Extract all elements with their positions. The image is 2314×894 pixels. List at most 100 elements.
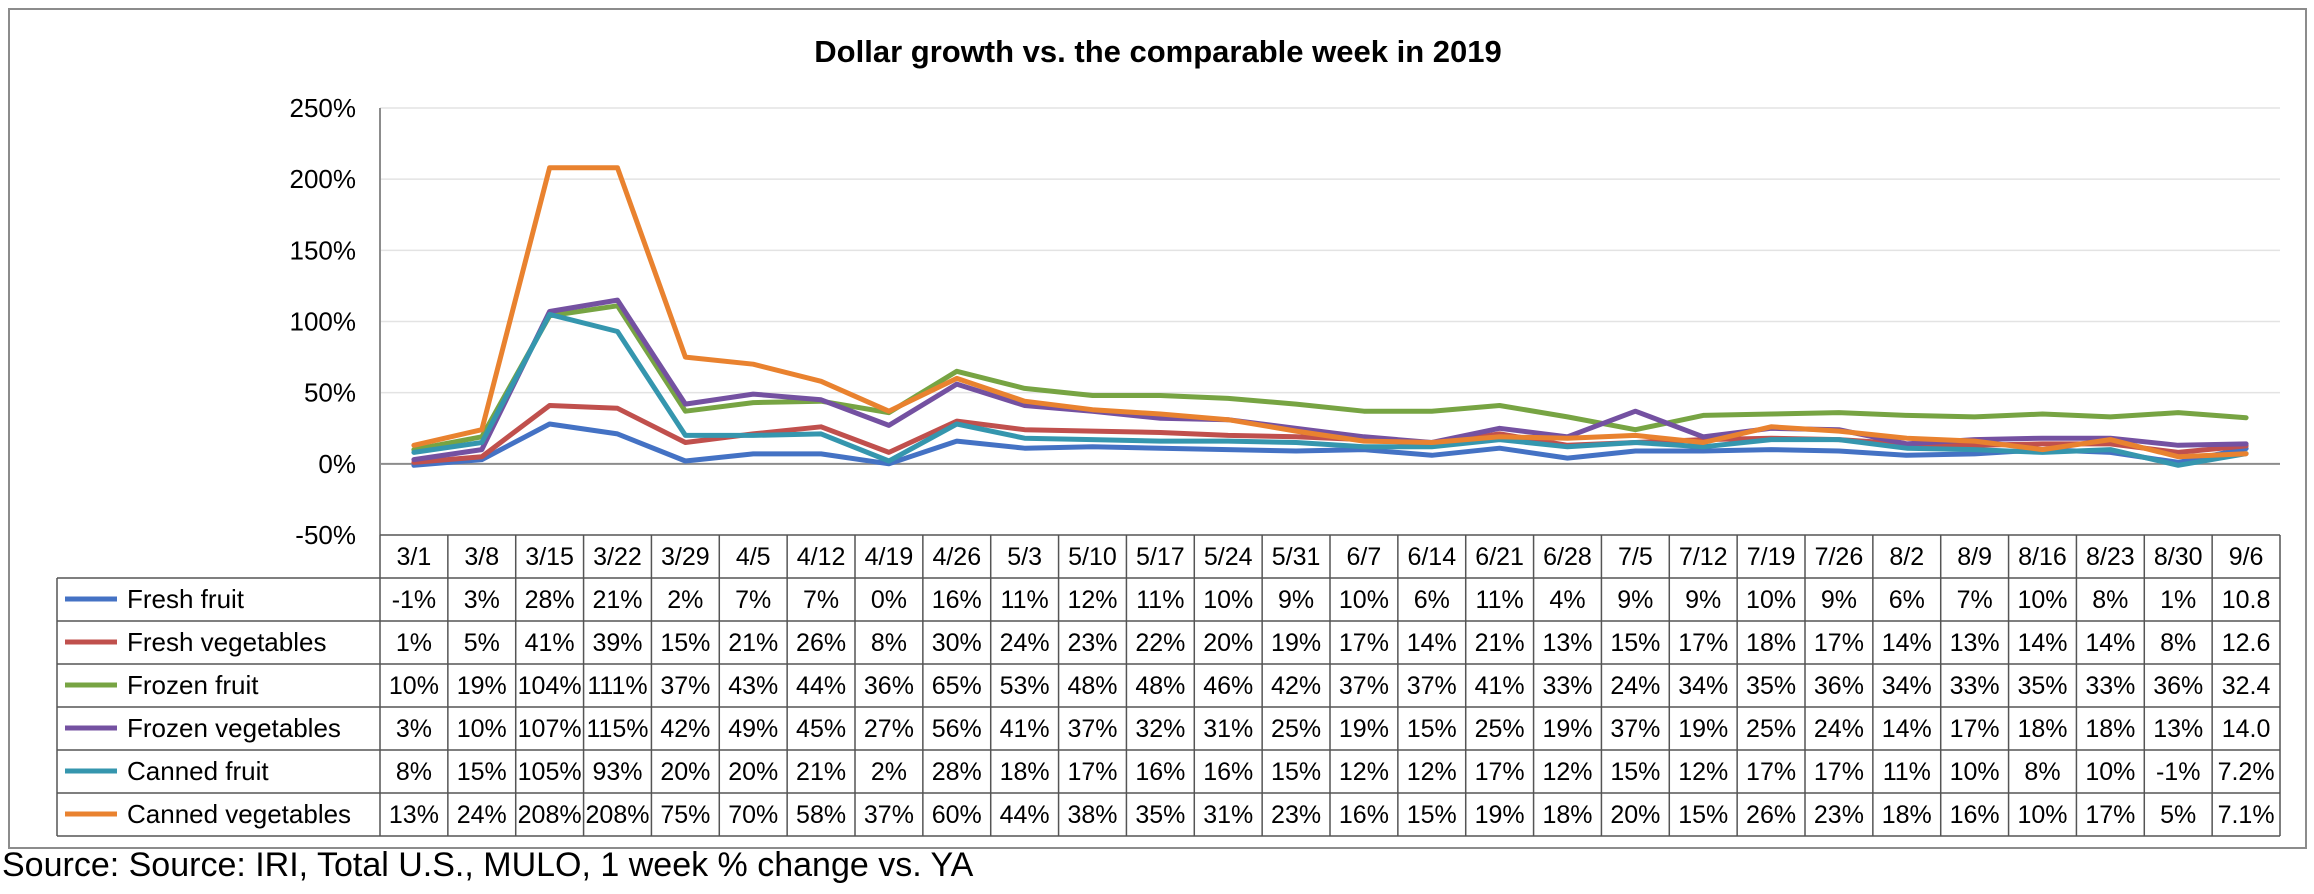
gridlines: [380, 107, 2280, 394]
x-category-label: 8/30: [2154, 543, 2203, 571]
data-label: 6%: [1414, 586, 1450, 614]
data-label: 20%: [660, 758, 710, 786]
data-label: 10%: [1203, 586, 1253, 614]
data-label: 18%: [1746, 629, 1796, 657]
data-label: 15%: [457, 758, 507, 786]
data-label: 37%: [1339, 672, 1389, 700]
data-label: 9%: [1617, 586, 1653, 614]
data-label: 28%: [932, 758, 982, 786]
data-label: 10%: [1339, 586, 1389, 614]
data-label: 32%: [1135, 715, 1185, 743]
x-category-label: 8/16: [2018, 543, 2067, 571]
data-label: 48%: [1067, 672, 1117, 700]
data-label: 208%: [586, 801, 650, 829]
x-category-label: 5/10: [1068, 543, 1117, 571]
data-label: 19%: [1271, 629, 1321, 657]
data-label: 15%: [1610, 758, 1660, 786]
data-label: 20%: [1203, 629, 1253, 657]
data-label: 11%: [1883, 758, 1931, 786]
data-label: 36%: [2153, 672, 2203, 700]
data-label: 16%: [1203, 758, 1253, 786]
y-tick-label: 150%: [290, 235, 357, 265]
x-category-label: 6/21: [1475, 543, 1524, 571]
data-label: 10%: [389, 672, 439, 700]
data-label: 107%: [518, 715, 582, 743]
data-label: 10%: [457, 715, 507, 743]
data-label: 35%: [1135, 801, 1185, 829]
data-label: 27%: [864, 715, 914, 743]
legend-label: Canned fruit: [127, 756, 269, 786]
data-label: 3%: [396, 715, 432, 743]
data-label: 33%: [1950, 672, 2000, 700]
x-category-label: 6/7: [1347, 543, 1382, 571]
data-label: 37%: [864, 801, 914, 829]
x-category-label: 5/17: [1136, 543, 1185, 571]
chart-title: Dollar growth vs. the comparable week in…: [814, 34, 1501, 69]
data-label: 44%: [1000, 801, 1050, 829]
data-label: 6%: [1889, 586, 1925, 614]
data-label: 14%: [1882, 715, 1932, 743]
data-label: 14.0: [2222, 715, 2271, 743]
data-label: 37%: [1407, 672, 1457, 700]
data-label: 5%: [464, 629, 500, 657]
data-label: 24%: [457, 801, 507, 829]
data-label: 12%: [1067, 586, 1117, 614]
data-label: 9%: [1278, 586, 1314, 614]
data-label: 26%: [796, 629, 846, 657]
data-label: 25%: [1475, 715, 1525, 743]
legend-label: Frozen fruit: [127, 670, 259, 700]
data-label: 8%: [396, 758, 432, 786]
data-label: 12%: [1542, 758, 1592, 786]
data-label: 15%: [1271, 758, 1321, 786]
data-label: 9%: [1821, 586, 1857, 614]
legend-label: Fresh fruit: [127, 584, 245, 614]
series-line: [411, 165, 2249, 460]
data-label: 17%: [1746, 758, 1796, 786]
data-label: 12%: [1339, 758, 1389, 786]
legend-label: Frozen vegetables: [127, 713, 341, 743]
data-label: 26%: [1746, 801, 1796, 829]
data-label: 10%: [2085, 758, 2135, 786]
data-label: 15%: [1610, 629, 1660, 657]
data-label: 20%: [728, 758, 778, 786]
x-category-label: 4/19: [865, 543, 914, 571]
x-category-label: 7/19: [1747, 543, 1796, 571]
data-label: 42%: [660, 715, 710, 743]
data-label: 41%: [1000, 715, 1050, 743]
data-label: 104%: [518, 672, 582, 700]
data-label: 33%: [1542, 672, 1592, 700]
data-label: 14%: [1407, 629, 1457, 657]
data-label: 15%: [1407, 715, 1457, 743]
data-label: 32.4: [2222, 672, 2271, 700]
x-category-label: 3/22: [593, 543, 642, 571]
x-category-label: 4/12: [797, 543, 846, 571]
data-label: 20%: [1610, 801, 1660, 829]
legend-label: Canned vegetables: [127, 799, 351, 829]
data-label: -1%: [392, 586, 436, 614]
data-label: 7%: [735, 586, 771, 614]
data-label: 37%: [660, 672, 710, 700]
data-label: 4%: [1549, 586, 1585, 614]
x-category-label: 3/15: [525, 543, 574, 571]
data-label: 17%: [1339, 629, 1389, 657]
data-label: 25%: [1746, 715, 1796, 743]
x-category-label: 7/5: [1618, 543, 1653, 571]
data-label: 39%: [592, 629, 642, 657]
data-label: 7%: [1957, 586, 1993, 614]
data-label: 70%: [728, 801, 778, 829]
data-label: 17%: [1950, 715, 2000, 743]
chart-frame: [8, 8, 2307, 849]
data-label: 18%: [1542, 801, 1592, 829]
data-label: 8%: [2024, 758, 2060, 786]
data-label: 10%: [2017, 801, 2067, 829]
data-label: 37%: [1610, 715, 1660, 743]
data-label: 41%: [525, 629, 575, 657]
data-label: 2%: [667, 586, 703, 614]
data-label: 16%: [1339, 801, 1389, 829]
data-label: 25%: [1271, 715, 1321, 743]
x-category-label: 5/3: [1007, 543, 1042, 571]
x-category-label: 4/26: [932, 543, 981, 571]
data-label: 8%: [2160, 629, 2196, 657]
data-label: 19%: [1542, 715, 1592, 743]
series-line: [411, 303, 2249, 453]
